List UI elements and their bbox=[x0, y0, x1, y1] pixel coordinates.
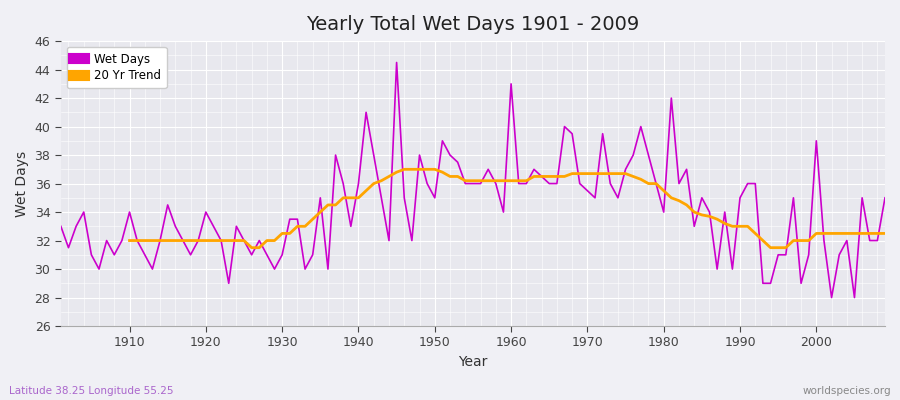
20 Yr Trend bbox=[307, 217, 318, 222]
20 Yr Trend bbox=[247, 245, 257, 250]
X-axis label: Year: Year bbox=[458, 355, 488, 369]
Text: Latitude 38.25 Longitude 55.25: Latitude 38.25 Longitude 55.25 bbox=[9, 386, 174, 396]
20 Yr Trend bbox=[590, 171, 600, 176]
Wet Days bbox=[284, 217, 295, 222]
Wet Days bbox=[330, 153, 341, 158]
20 Yr Trend bbox=[879, 231, 890, 236]
Y-axis label: Wet Days: Wet Days bbox=[15, 150, 29, 217]
Wet Days bbox=[392, 60, 402, 65]
Legend: Wet Days, 20 Yr Trend: Wet Days, 20 Yr Trend bbox=[67, 47, 166, 88]
Text: worldspecies.org: worldspecies.org bbox=[803, 386, 891, 396]
Wet Days bbox=[56, 224, 67, 229]
Line: Wet Days: Wet Days bbox=[61, 62, 885, 298]
Title: Yearly Total Wet Days 1901 - 2009: Yearly Total Wet Days 1901 - 2009 bbox=[306, 15, 640, 34]
Wet Days bbox=[605, 181, 616, 186]
Wet Days bbox=[506, 82, 517, 86]
20 Yr Trend bbox=[276, 231, 287, 236]
20 Yr Trend bbox=[399, 167, 410, 172]
20 Yr Trend bbox=[857, 231, 868, 236]
Wet Days bbox=[879, 196, 890, 200]
Wet Days bbox=[826, 295, 837, 300]
Wet Days bbox=[116, 238, 127, 243]
20 Yr Trend bbox=[528, 174, 539, 179]
Wet Days bbox=[513, 181, 524, 186]
Line: 20 Yr Trend: 20 Yr Trend bbox=[130, 169, 885, 248]
20 Yr Trend bbox=[833, 231, 844, 236]
20 Yr Trend bbox=[124, 238, 135, 243]
